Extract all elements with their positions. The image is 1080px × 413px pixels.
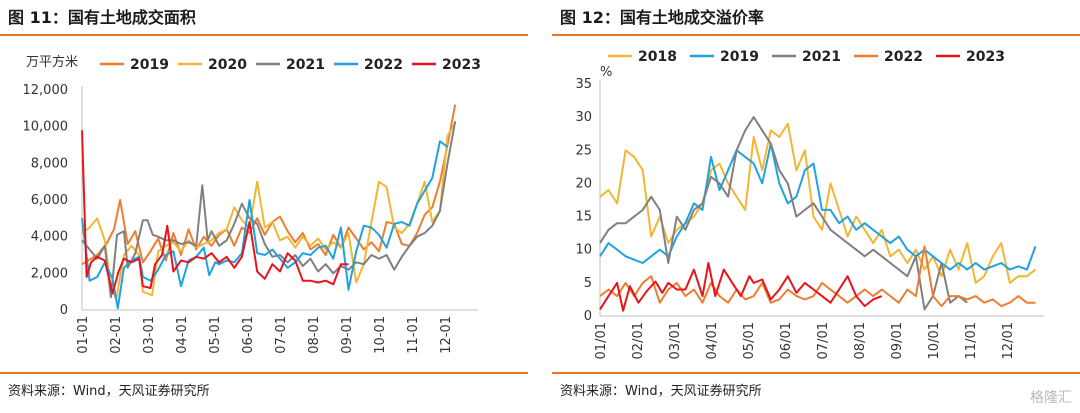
y-tick-label: 35 [575,77,592,92]
source-note: 资料来源：Wind，天风证券研究所 [8,384,210,399]
y-tick-label: 10 [575,243,592,258]
y-axis-label: % [600,65,612,80]
x-tick-label: 02/01 [631,322,646,359]
chart-title: 图 12：国有土地成交溢价率 [560,8,764,27]
series-line-2021 [599,116,968,311]
legend-label-2018: 2018 [638,49,677,65]
x-tick-label: 10-01 [373,316,388,354]
title-rule [0,34,528,36]
x-tick-label: 12-01 [439,316,454,354]
x-tick-label: 12/01 [1001,322,1016,359]
y-tick-label: 2,000 [31,266,68,281]
legend-label-2023: 2023 [966,49,1005,65]
series-line-2019 [599,142,1037,271]
y-tick-label: 8,000 [31,156,68,171]
source-rule [552,372,1080,374]
x-tick-label: 07/01 [816,322,831,359]
legend-label-2019: 2019 [720,49,759,65]
y-tick-label: 25 [575,143,592,158]
x-tick-label: 09-01 [340,316,355,354]
x-tick-label: 01/01 [594,322,609,359]
legend-label-2023: 2023 [442,57,481,73]
x-tick-label: 07-01 [274,316,289,354]
series-line-2023 [81,130,349,295]
legend-label-2021: 2021 [286,57,325,73]
panel-land-area: 图 11：国有土地成交面积 万平方米 0 2,000 4,000 6,000 8,000 1… [0,0,528,413]
y-tick-label: 30 [575,110,592,125]
x-tick-label: 01-01 [76,316,91,354]
y-tick-label: 0 [584,309,592,324]
x-tick-label: 04-01 [175,316,190,354]
x-tick-label: 10/01 [927,322,942,359]
y-axis-label: 万平方米 [26,54,78,70]
x-tick-label: 11/01 [964,322,979,359]
x-tick-label: 03/01 [668,322,683,359]
x-tick-label: 08-01 [307,316,322,354]
series-line-2021 [81,121,457,299]
y-tick-label: 4,000 [31,230,68,245]
legend-label-2021: 2021 [802,49,841,65]
x-tick-label: 05-01 [208,316,223,354]
legend-label-2020: 2020 [208,57,247,73]
legend-label-2022: 2022 [884,49,923,65]
chart-land-area: 万平方米 0 2,000 4,000 6,000 8,000 10,000 12,000 01-… [23,54,481,354]
x-tick-label: 03-01 [142,316,157,354]
y-tick-label: 12,000 [23,83,69,98]
y-tick-label: 10,000 [23,120,69,135]
panel-premium-rate: 图 12：国有土地成交溢价率 % 0 5 10 15 20 25 30 35 01/01 02/01… [552,0,1080,413]
x-tick-label: 02-01 [109,316,124,354]
x-tick-label: 05/01 [742,322,757,359]
x-tick-label: 04/01 [705,322,720,359]
y-tick-label: 15 [575,210,592,225]
legend-label-2019: 2019 [130,57,169,73]
legend-label-2022: 2022 [364,57,403,73]
series-line-2018 [599,122,1037,284]
x-tick-label: 11-01 [406,316,421,354]
source-rule [0,372,528,374]
title-rule [552,34,1080,36]
y-tick-label: 20 [575,176,592,191]
chart-title: 图 11：国有土地成交面积 [8,8,196,27]
source-note: 资料来源：Wind，天风证券研究所 [560,384,762,399]
chart-premium-rate: % 0 5 10 15 20 25 30 35 01/01 02/01 03/01 04/01 05/01… [575,49,1044,359]
x-tick-label: 06/01 [779,322,794,359]
y-tick-label: 6,000 [31,193,68,208]
x-tick-label: 06-01 [241,316,256,354]
x-tick-label: 09/01 [890,322,905,359]
x-tick-label: 08/01 [853,322,868,359]
y-tick-label: 5 [584,276,592,291]
watermark-logo: 格隆汇 [1030,390,1072,406]
series-line-2023 [599,262,883,312]
y-tick-label: 0 [60,303,68,318]
